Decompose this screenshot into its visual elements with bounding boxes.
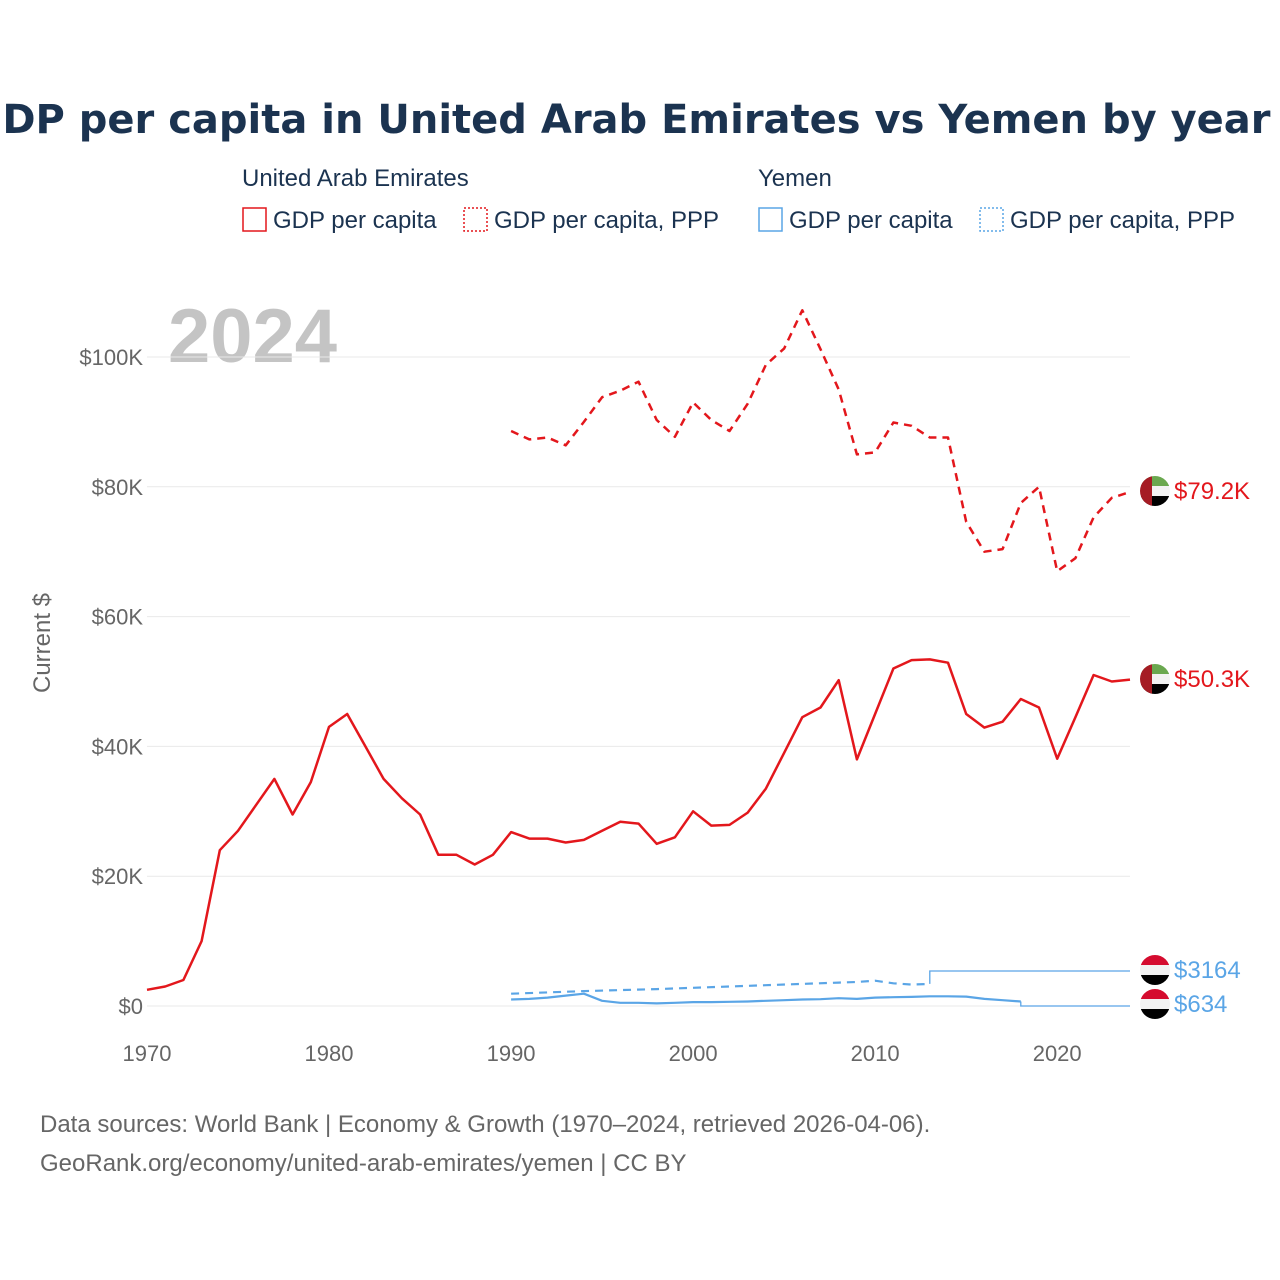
legend-item-uae-gdp[interactable]: GDP per capita — [273, 207, 437, 234]
x-tick-label: 1970 — [123, 1041, 172, 1066]
end-label-uae_gdp: $50.3K — [1174, 666, 1250, 693]
y-tick-label: $60K — [92, 605, 144, 630]
legend-item-yemen-ppp[interactable]: GDP per capita, PPP — [1010, 207, 1235, 234]
flag-uae_gdp — [1140, 664, 1170, 694]
y-tick-label: $20K — [92, 864, 144, 889]
legend-swatch-yemen-gdp — [758, 207, 783, 232]
end-label-yemen_gdp: $634 — [1174, 991, 1227, 1018]
y-tick-label: $100K — [79, 345, 143, 370]
series-line-yemen_ppp[interactable] — [511, 979, 930, 995]
legend-group-yemen: Yemen — [758, 165, 832, 192]
legend-swatch-yemen-ppp — [979, 207, 1004, 232]
x-tick-label: 2010 — [851, 1041, 900, 1066]
x-tick-label: 1990 — [487, 1041, 536, 1066]
legend: United Arab Emirates GDP per capita GDP … — [242, 165, 1235, 234]
source-line-2[interactable]: GeoRank.org/economy/united-arab-emirates… — [40, 1150, 687, 1177]
legend-group-uae: United Arab Emirates — [242, 165, 469, 192]
end-label-uae_ppp: $79.2K — [1174, 478, 1250, 505]
x-tick-label: 2020 — [1033, 1041, 1082, 1066]
series-line-yemen_gdp[interactable] — [511, 992, 1021, 1005]
y-tick-label: $0 — [119, 994, 143, 1019]
y-tick-label: $40K — [92, 734, 144, 759]
y-axis-ticks: $0 $20K $40K $60K $80K $100K — [79, 345, 143, 1019]
series-line-uae_gdp[interactable] — [146, 658, 1131, 992]
series-step-yemen_gdp_step — [1020, 1001, 1130, 1007]
chart-title: GDP per capita in United Arab Emirates v… — [0, 97, 1271, 143]
flag-yemen_ppp — [1140, 955, 1170, 985]
source-line-1: Data sources: World Bank | Economy & Gro… — [40, 1111, 930, 1138]
legend-swatch-uae-gdp — [242, 207, 267, 232]
legend-item-yemen-gdp[interactable]: GDP per capita — [789, 207, 953, 234]
legend-item-uae-ppp[interactable]: GDP per capita, PPP — [494, 207, 719, 234]
end-label-yemen_ppp: $3164 — [1174, 957, 1241, 984]
gridlines — [147, 356, 1130, 1007]
y-axis-label: Current $ — [29, 593, 56, 693]
series-step-yemen_ppp_step — [929, 970, 1130, 984]
y-tick-label: $80K — [92, 475, 144, 500]
x-tick-label: 1980 — [305, 1041, 354, 1066]
flag-yemen_gdp — [1140, 989, 1170, 1019]
legend-swatch-uae-ppp — [463, 207, 488, 232]
x-tick-label: 2000 — [669, 1041, 718, 1066]
x-axis-ticks: 1970 1980 1990 2000 2010 2020 — [123, 1041, 1082, 1066]
series-line-uae_ppp[interactable] — [510, 309, 1131, 573]
year-annotation: 2024 — [168, 294, 337, 379]
flag-uae_ppp — [1140, 476, 1170, 506]
series-lines — [146, 309, 1131, 1007]
end-labels: $79.2K $50.3K $3164 $634 — [1140, 476, 1250, 1019]
